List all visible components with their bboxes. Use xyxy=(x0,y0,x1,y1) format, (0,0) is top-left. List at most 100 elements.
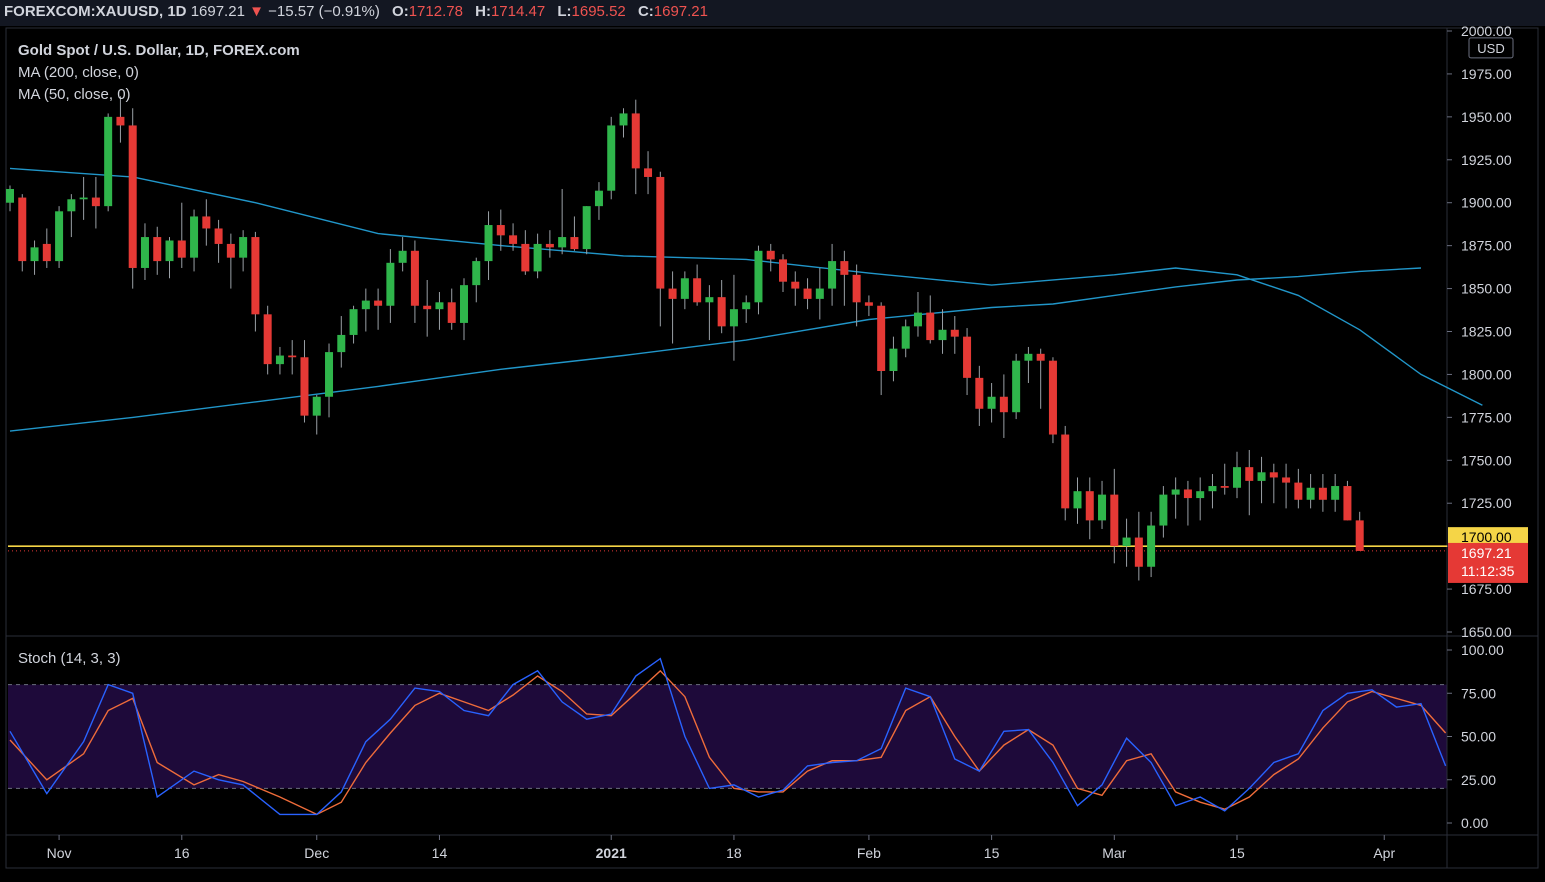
candle-body xyxy=(1098,494,1107,521)
candle-body xyxy=(275,355,284,365)
candle-body xyxy=(582,206,591,250)
candle-body xyxy=(202,216,211,229)
candle-body xyxy=(165,240,174,262)
legend-title[interactable]: Gold Spot / U.S. Dollar, 1D, FOREX.com xyxy=(18,42,300,59)
candle-body xyxy=(963,336,972,378)
candle-body xyxy=(754,250,763,303)
candle-body xyxy=(496,225,505,236)
currency-box[interactable] xyxy=(1468,37,1514,59)
legend-ma50[interactable]: MA (50, close, 0) xyxy=(18,86,131,103)
candle-body xyxy=(619,113,628,126)
price-tick-label: 2000.00 xyxy=(1461,23,1512,39)
candle-body xyxy=(1159,494,1168,526)
candle-body xyxy=(668,288,677,299)
candle-body xyxy=(1306,487,1315,500)
low-value: 1695.52 xyxy=(571,3,626,20)
candle-body xyxy=(607,125,616,191)
price-tick-label: 1750.00 xyxy=(1461,452,1512,468)
candle-body xyxy=(1061,434,1070,509)
candle-body xyxy=(410,250,419,306)
stoch-tick-label: 25.00 xyxy=(1461,772,1496,788)
candle-body xyxy=(1085,491,1094,521)
time-tick-label: Mar xyxy=(1102,845,1126,861)
candle-body xyxy=(644,168,653,177)
candle-body xyxy=(631,113,640,169)
candle-body xyxy=(1208,486,1217,492)
candle-body xyxy=(374,300,383,306)
candle-body xyxy=(1282,477,1291,483)
time-tick-label: 2021 xyxy=(596,845,627,861)
candle-body xyxy=(656,176,665,289)
candle-body xyxy=(288,355,297,358)
candle-body xyxy=(1147,525,1156,567)
candle-body xyxy=(226,243,235,258)
candle-body xyxy=(42,243,51,262)
level-price-label: 1700.00 xyxy=(1461,529,1512,545)
price-tick-label: 1775.00 xyxy=(1461,409,1512,425)
candle-body xyxy=(705,297,714,303)
candle-body xyxy=(116,116,125,126)
price-tick-label: 1950.00 xyxy=(1461,109,1512,125)
candle-body xyxy=(729,309,738,327)
symbol-info-bar: FOREXCOM:XAUUSD, 1D 1697.21 ▼ −15.57 (−0… xyxy=(0,0,1545,26)
candle-body xyxy=(828,261,837,289)
time-tick-label: 15 xyxy=(984,845,1000,861)
currency-label: USD xyxy=(1477,41,1504,56)
candle-body xyxy=(950,329,959,337)
candle-body xyxy=(913,312,922,327)
candle-body xyxy=(1269,472,1278,478)
candle-body xyxy=(1110,494,1119,547)
candle-body xyxy=(325,352,334,397)
legend-stoch[interactable]: Stoch (14, 3, 3) xyxy=(18,650,121,667)
candle-body xyxy=(67,199,76,212)
time-tick-label: 15 xyxy=(1229,845,1245,861)
candle-body xyxy=(6,188,14,203)
price-tick-label: 1925.00 xyxy=(1461,152,1512,168)
candle-body xyxy=(239,237,248,258)
level-price-badge xyxy=(1448,527,1528,548)
price-tick-label: 1650.00 xyxy=(1461,624,1512,640)
candle-body xyxy=(877,305,886,371)
candle-body xyxy=(680,278,689,299)
price-change: −15.57 (−0.91%) xyxy=(268,3,380,20)
candle-body xyxy=(533,243,542,272)
candle-body xyxy=(840,261,849,275)
last-price: 1697.21 xyxy=(190,3,245,20)
change-arrow-icon: ▼ xyxy=(249,3,264,20)
candle-body xyxy=(79,197,88,200)
candle-body xyxy=(190,216,199,258)
close-label: C: xyxy=(637,3,654,20)
ma50-line xyxy=(9,167,1483,406)
price-axis[interactable]: 2000.00 1975.00 1950.00 1925.00 1900.00 1875.… xyxy=(1447,23,1528,831)
candle-body xyxy=(91,197,100,207)
candle-body xyxy=(1355,520,1364,551)
open-value: 1712.78 xyxy=(408,3,463,20)
symbol-label[interactable]: FOREXCOM:XAUUSD, 1D xyxy=(4,3,187,20)
candle-body xyxy=(55,211,64,262)
candle-body xyxy=(1036,353,1045,361)
candle-body xyxy=(889,348,898,371)
candle-body xyxy=(349,309,358,335)
candle-body xyxy=(140,237,149,268)
candle-body xyxy=(1073,491,1082,509)
grid xyxy=(6,28,1538,868)
candle-body xyxy=(1245,467,1254,481)
candle-body xyxy=(300,357,309,416)
candle-body xyxy=(815,288,824,299)
candle-body xyxy=(459,285,468,323)
legend-ma200[interactable]: MA (200, close, 0) xyxy=(18,64,139,81)
candle-body xyxy=(1331,486,1340,500)
price-tick-label: 1900.00 xyxy=(1461,195,1512,211)
candle-body xyxy=(177,240,186,258)
candle-body xyxy=(1134,537,1143,567)
price-tick-label: 1875.00 xyxy=(1461,238,1512,254)
candle-body xyxy=(1318,487,1327,500)
candle-body xyxy=(791,281,800,289)
time-axis[interactable]: Nov 16 Dec 14 2021 18 Feb 15 Mar 15 Apr xyxy=(47,835,1396,861)
stoch-tick-label: 0.00 xyxy=(1461,815,1488,831)
price-tick-label: 1675.00 xyxy=(1461,581,1512,597)
candle-body xyxy=(214,228,223,244)
last-price-badge xyxy=(1448,542,1528,583)
high-label: H: xyxy=(475,3,491,20)
